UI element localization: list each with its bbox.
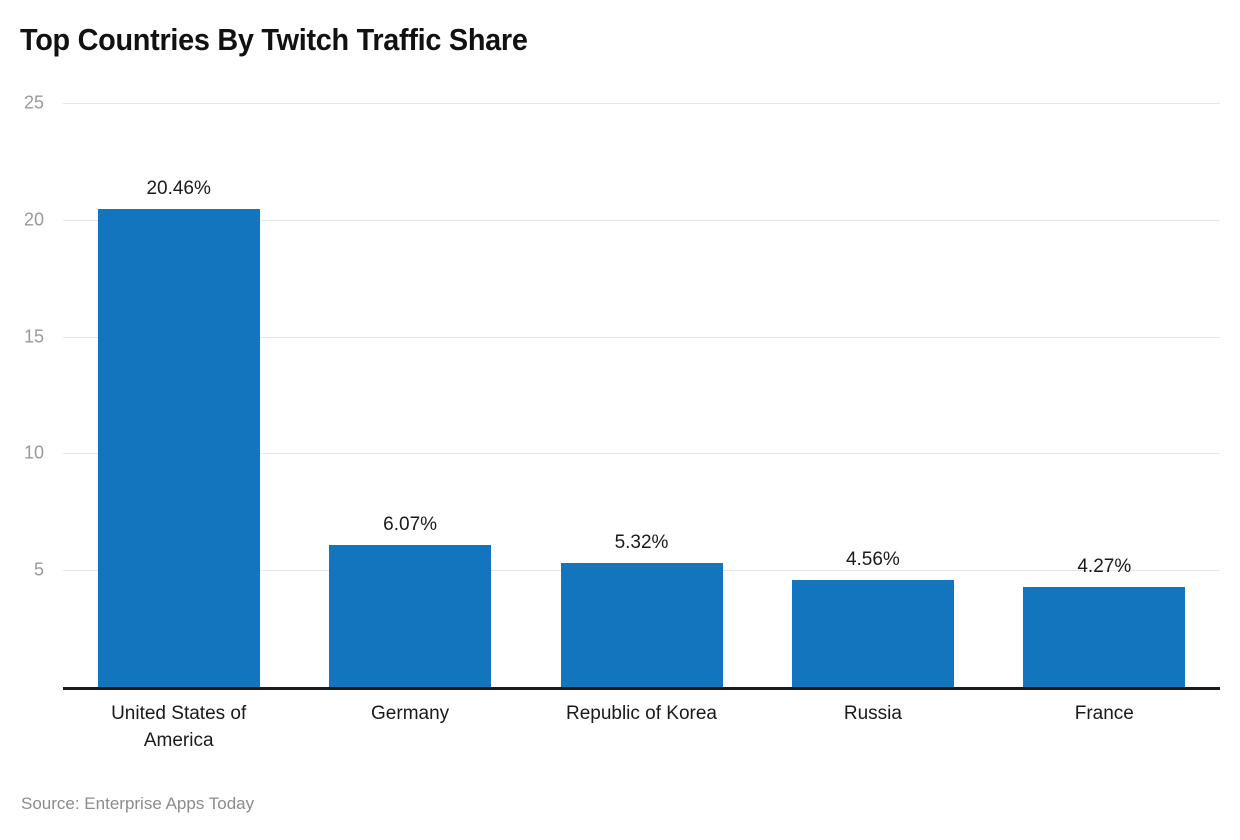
bar-group: 20.46% United States of America xyxy=(97,0,260,840)
x-axis-category-label: Republic of Korea xyxy=(565,703,718,724)
bar-value-label: 4.56% xyxy=(845,549,900,571)
bar-value-label: 4.27% xyxy=(1077,556,1132,578)
x-axis-line xyxy=(63,687,1220,690)
y-axis-tick-label: 5 xyxy=(33,559,44,580)
bar[interactable] xyxy=(560,562,723,687)
bar[interactable] xyxy=(1023,587,1186,687)
gridline xyxy=(63,336,1220,338)
source-caption: Source: Enterprise Apps Today xyxy=(21,794,255,813)
bar-group: 4.56% Russia xyxy=(791,0,954,840)
bar[interactable] xyxy=(329,545,492,687)
x-axis-category-label: Russia xyxy=(843,703,902,724)
page-title: Top Countries By Twitch Traffic Share xyxy=(20,22,528,57)
bar[interactable] xyxy=(97,209,260,687)
bar-group: 5.32% Republic of Korea xyxy=(560,0,723,840)
gridline xyxy=(63,453,1220,455)
y-axis-tick-label: 15 xyxy=(23,326,44,347)
bar-value-label: 6.07% xyxy=(383,514,438,536)
bar-group: 6.07% Germany xyxy=(329,0,492,840)
bar-group: 4.27% France xyxy=(1023,0,1186,840)
y-axis-tick-label: 20 xyxy=(23,209,44,230)
bar-value-label: 20.46% xyxy=(146,178,211,200)
bar[interactable] xyxy=(791,580,954,687)
bar-value-label: 5.32% xyxy=(614,531,669,553)
y-axis-tick-label: 10 xyxy=(23,442,44,463)
x-axis-category-label: Germany xyxy=(371,703,450,724)
x-axis-category-label: France xyxy=(1074,703,1134,724)
y-axis-tick-label: 25 xyxy=(23,92,44,113)
x-axis-category-label: United States of America xyxy=(111,703,247,751)
gridline xyxy=(63,103,1220,104)
gridline xyxy=(63,219,1220,221)
